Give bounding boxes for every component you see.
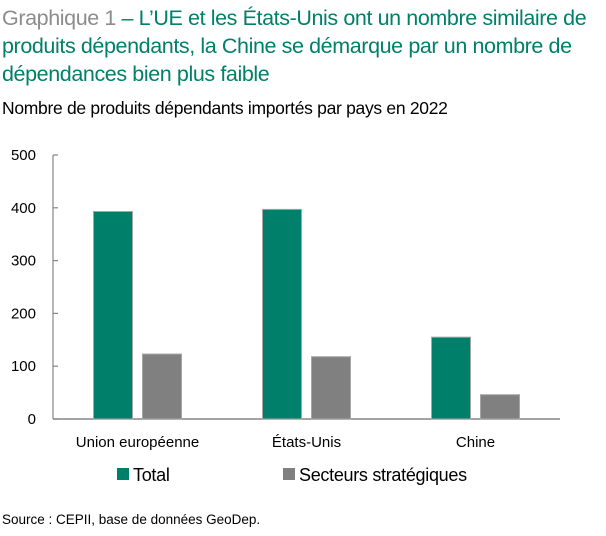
legend-swatch-strategic: [283, 468, 295, 480]
bar-strategic: [480, 394, 520, 420]
chart-title-text: – L’UE et les États-Unis ont un nombre s…: [2, 6, 587, 86]
x-tick-label: Chine: [456, 434, 495, 451]
y-tick-label: 500: [11, 147, 36, 164]
bar-total: [431, 336, 471, 420]
y-axis: 0 100 200 300 400 500: [11, 147, 58, 428]
y-tick-label: 200: [11, 305, 36, 322]
y-tick-label: 400: [11, 200, 36, 217]
y-tick-label: 0: [28, 411, 36, 428]
bar-strategic: [311, 356, 351, 420]
legend-item-total: Total: [117, 465, 170, 486]
legend-label-strategic: Secteurs stratégiques: [299, 465, 467, 485]
bar-strategic: [142, 353, 182, 420]
bar-total: [262, 208, 302, 420]
legend-label-total: Total: [133, 465, 170, 485]
source-note: Source : CEPII, base de données GeoDep.: [2, 512, 261, 527]
y-tick-label: 100: [11, 358, 36, 375]
legend-swatch-total: [117, 468, 129, 480]
x-axis: Union européenne États-Unis Chine: [53, 418, 560, 451]
chart-title-prefix: Graphique 1: [2, 6, 116, 30]
x-tick-label: Union européenne: [76, 434, 199, 451]
chart-title: Graphique 1 – L’UE et les États-Unis ont…: [2, 4, 602, 88]
bar-total: [93, 210, 133, 420]
chart-subtitle: Nombre de produits dépendants importés p…: [2, 98, 448, 118]
bars: [93, 208, 520, 420]
legend-item-strategic: Secteurs stratégiques: [283, 465, 467, 486]
y-tick-label: 300: [11, 253, 36, 270]
x-tick-label: États-Unis: [272, 434, 341, 451]
